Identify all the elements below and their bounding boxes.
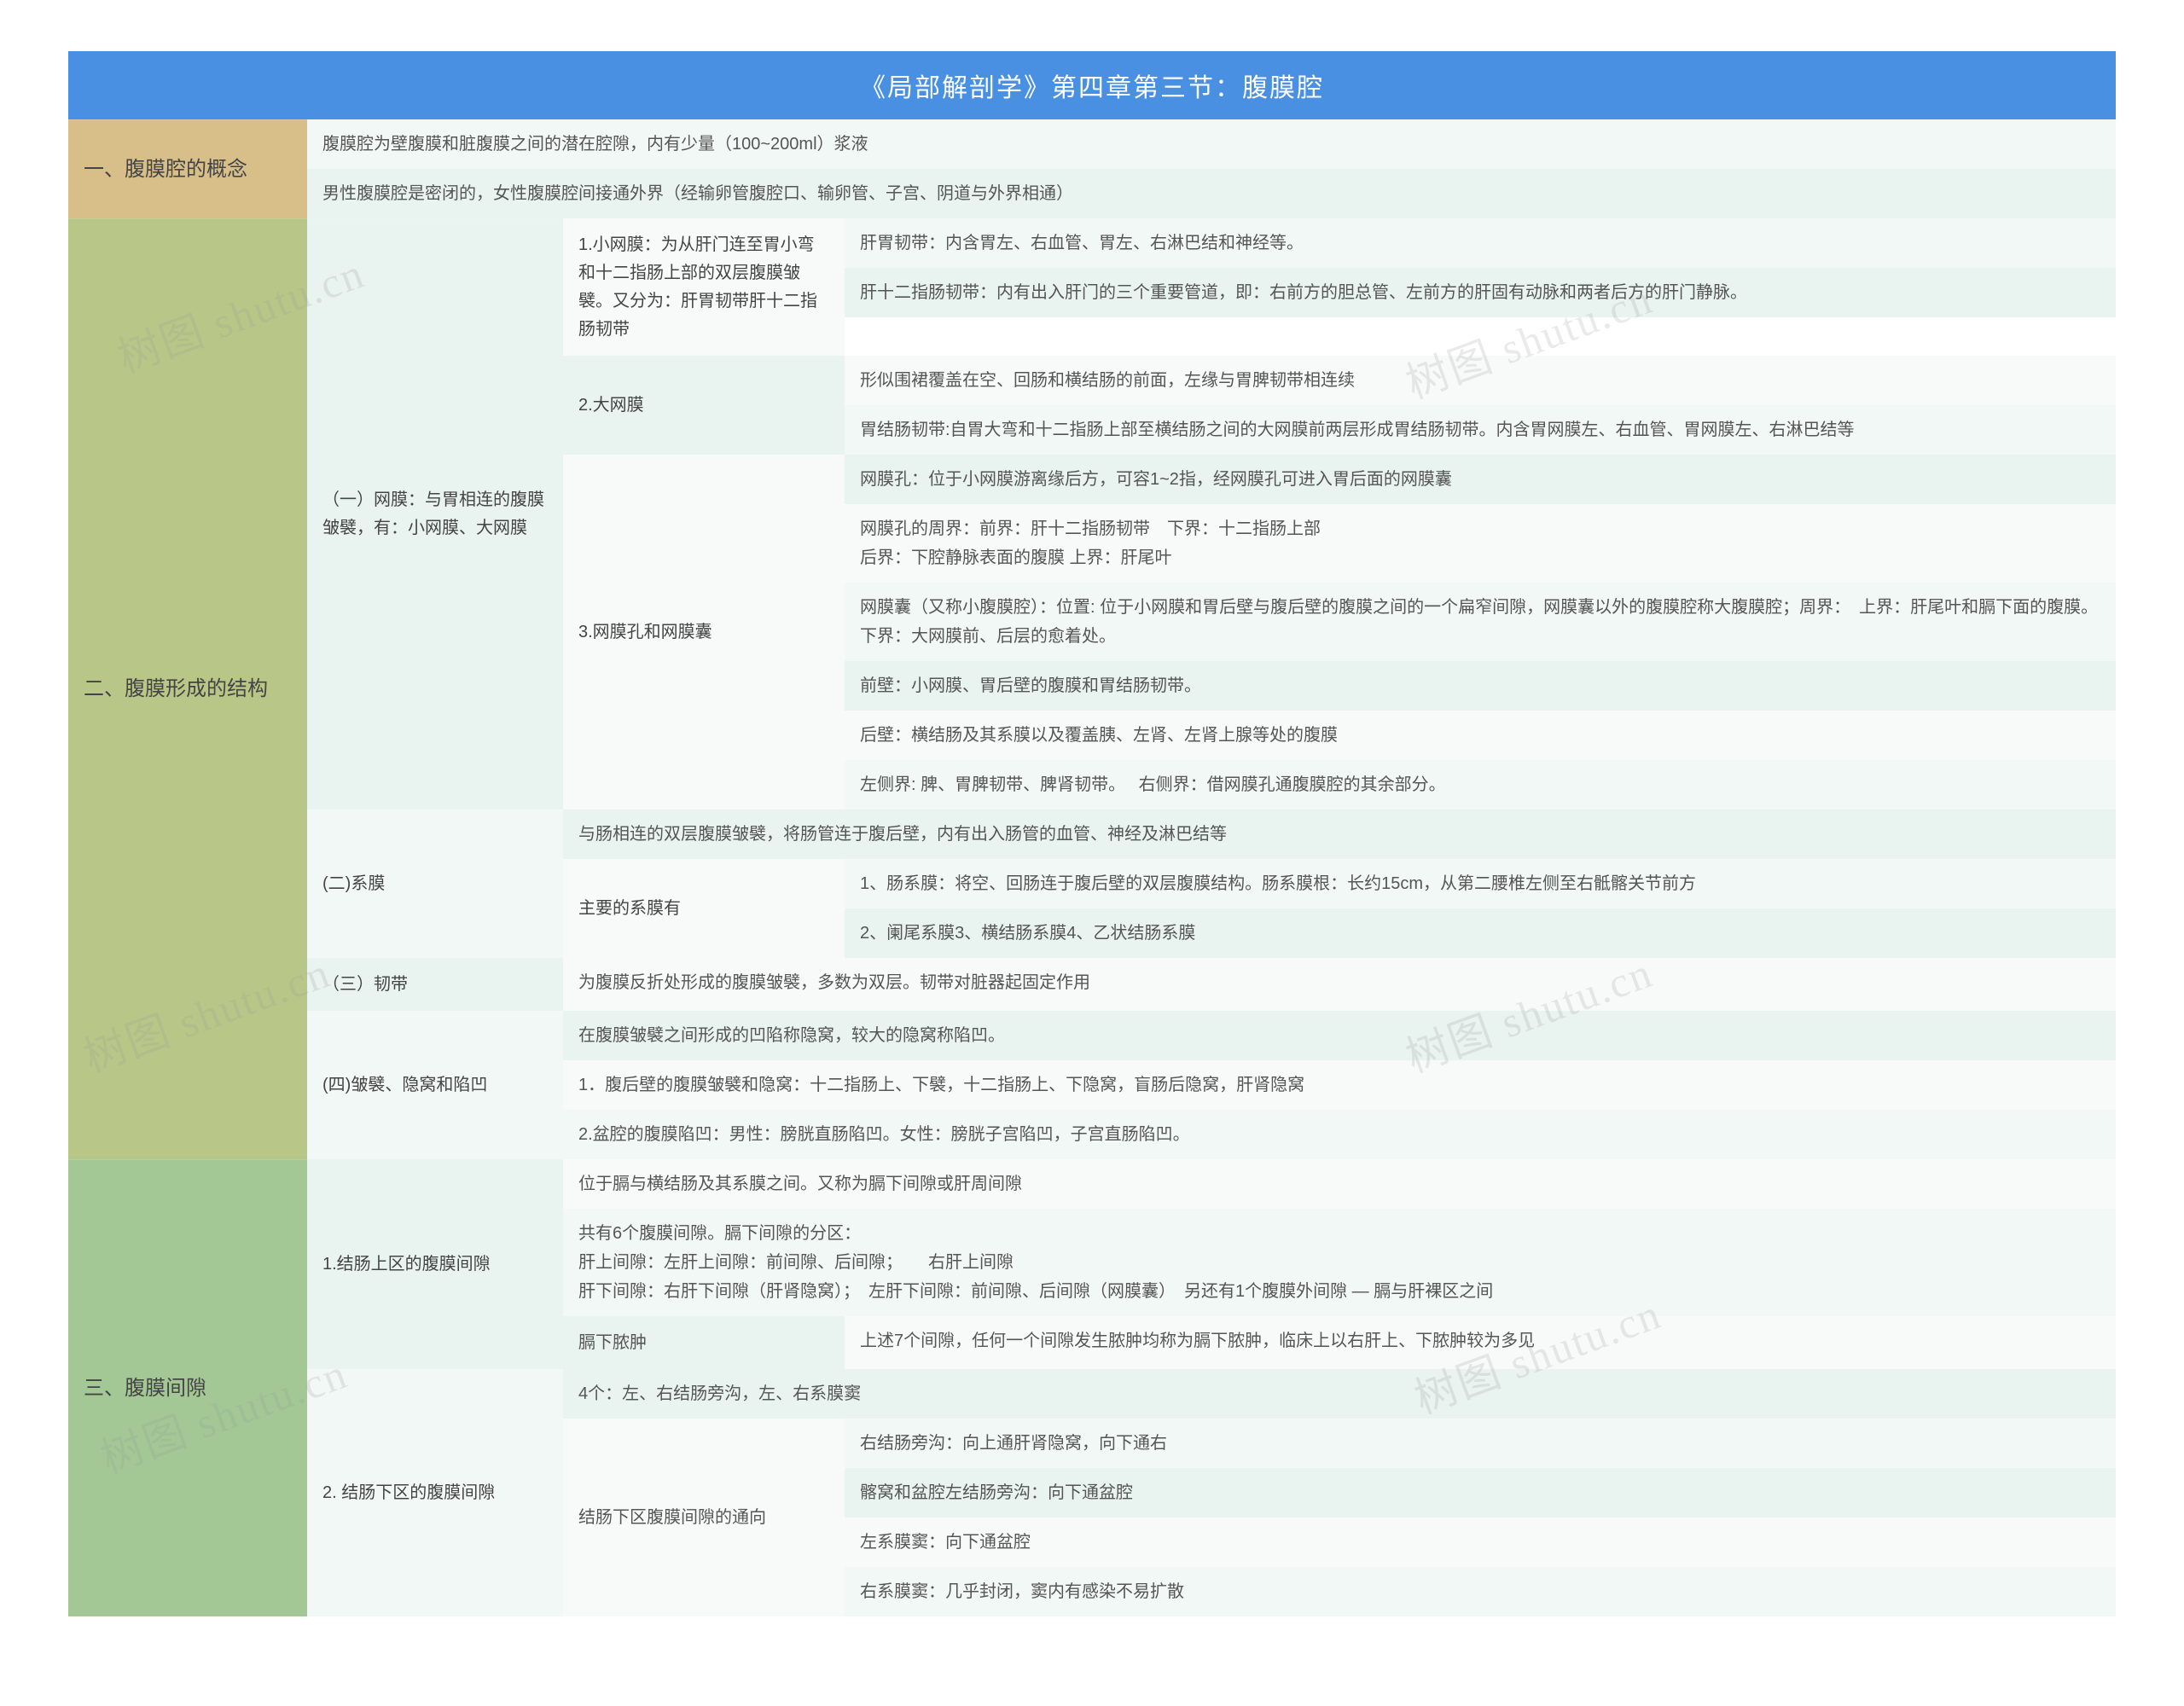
s2-p2: (二)系膜 与肠相连的双层腹膜皱襞，将肠管连于腹后壁，内有出入肠管的血管、神经及… <box>307 809 2116 958</box>
s3-p1-c-r: 上述7个间隙，任何一个间隙发生脓肿均称为膈下脓肿，临床上以右肝上、下脓肿较为多见 <box>845 1316 2116 1369</box>
s3-p2-label: 2. 结肠下区的腹膜间隙 <box>307 1369 563 1616</box>
s3-p2-a: 4个：左、右结肠旁沟，左、右系膜窦 <box>563 1369 2116 1419</box>
s2-p1-c: 3.网膜孔和网膜囊 网膜孔：位于小网膜游离缘后方，可容1~2指，经网膜孔可进入胃… <box>563 455 2116 809</box>
section-1: 一、腹膜腔的概念 腹膜腔为壁腹膜和脏腹膜之间的潜在腔隙，内有少量（100~200… <box>68 119 2116 218</box>
section-3-label: 三、腹膜间隙 <box>68 1159 307 1616</box>
s2-p2-l2-label: 主要的系膜有 <box>563 859 845 958</box>
s2-p2-l2-1: 2、阑尾系膜3、横结肠系膜4、乙状结肠系膜 <box>845 908 2116 958</box>
s3-p1-label: 1.结肠上区的腹膜间隙 <box>307 1159 563 1369</box>
s2-p1-b-1: 胃结肠韧带:自胃大弯和十二指肠上部至横结肠之间的大网膜前两层形成胃结肠韧带。内含… <box>845 405 2116 455</box>
s3-p2-b-label: 结肠下区腹膜间隙的通向 <box>563 1419 845 1616</box>
s1-line-0: 腹膜腔为壁腹膜和脏腹膜之间的潜在腔隙，内有少量（100~200ml）浆液 <box>307 119 2116 169</box>
s3-p2-b-0: 右结肠旁沟：向上通肝肾隐窝，向下通右 <box>845 1419 2116 1468</box>
s2-p4-2: 2.盆腔的腹膜陷凹：男性：膀胱直肠陷凹。女性：膀胱子宫陷凹，子宫直肠陷凹。 <box>563 1110 2116 1159</box>
s2-p1-c-5: 左侧界: 脾、胃脾韧带、脾肾韧带。 右侧界：借网膜孔通腹膜腔的其余部分。 <box>845 760 2116 809</box>
s2-p4-1: 1．腹后壁的腹膜皱襞和隐窝：十二指肠上、下襞，十二指肠上、下隐窝，盲肠后隐窝，肝… <box>563 1060 2116 1110</box>
s3-p2-b-1: 髂窝和盆腔左结肠旁沟：向下通盆腔 <box>845 1468 2116 1517</box>
s2-p1-c-2: 网膜囊（又称小腹膜腔）：位置: 位于小网膜和胃后壁与腹后壁的腹膜之间的一个扁窄间… <box>845 583 2116 661</box>
s2-p1-a-0: 肝胃韧带：内含胃左、右血管、胃左、右淋巴结和神经等。 <box>845 218 2116 268</box>
section-2: 二、腹膜形成的结构 （一）网膜：与胃相连的腹膜皱襞，有：小网膜、大网膜 1.小网… <box>68 218 2116 1159</box>
s2-p1-a-label: 1.小网膜：为从肝门连至胃小弯和十二指肠上部的双层腹膜皱襞。又分为：肝胃韧带肝十… <box>563 218 845 356</box>
s2-p1: （一）网膜：与胃相连的腹膜皱襞，有：小网膜、大网膜 1.小网膜：为从肝门连至胃小… <box>307 218 2116 809</box>
s2-p1-b-label: 2.大网膜 <box>563 356 845 455</box>
s2-p1-c-3: 前壁：小网膜、胃后壁的腹膜和胃结肠韧带。 <box>845 661 2116 711</box>
s3-p1-c-l: 膈下脓肿 <box>563 1316 845 1369</box>
s2-p1-c-1: 网膜孔的周界：前界：肝十二指肠韧带 下界：十二指肠上部 后界：下腔静脉表面的腹膜… <box>845 504 2116 583</box>
section-1-label: 一、腹膜腔的概念 <box>68 119 307 218</box>
s2-p3: （三）韧带 为腹膜反折处形成的腹膜皱襞，多数为双层。韧带对脏器起固定作用 <box>307 958 2116 1011</box>
s2-p3-label: （三）韧带 <box>307 958 563 1011</box>
s2-p1-a-1: 肝十二指肠韧带：内有出入肝门的三个重要管道，即：右前方的胆总管、左前方的肝固有动… <box>845 268 2116 317</box>
s3-p2: 2. 结肠下区的腹膜间隙 4个：左、右结肠旁沟，左、右系膜窦 结肠下区腹膜间隙的… <box>307 1369 2116 1616</box>
s2-p1-c-0: 网膜孔：位于小网膜游离缘后方，可容1~2指，经网膜孔可进入胃后面的网膜囊 <box>845 455 2116 504</box>
s3-p2-b-3: 右系膜窦：几乎封闭，窦内有感染不易扩散 <box>845 1567 2116 1616</box>
s2-p1-a: 1.小网膜：为从肝门连至胃小弯和十二指肠上部的双层腹膜皱襞。又分为：肝胃韧带肝十… <box>563 218 2116 356</box>
s2-p1-label: （一）网膜：与胃相连的腹膜皱襞，有：小网膜、大网膜 <box>307 218 563 809</box>
s3-p2-b: 结肠下区腹膜间隙的通向 右结肠旁沟：向上通肝肾隐窝，向下通右 髂窝和盆腔左结肠旁… <box>563 1419 2116 1616</box>
s2-p1-b: 2.大网膜 形似围裙覆盖在空、回肠和横结肠的前面，左缘与胃脾韧带相连续 胃结肠韧… <box>563 356 2116 455</box>
s3-p1-b: 共有6个腹膜间隙。膈下间隙的分区： 肝上间隙：左肝上间隙：前间隙、后间隙； 右肝… <box>563 1209 2116 1316</box>
s3-p1-a: 位于膈与横结肠及其系膜之间。又称为膈下间隙或肝周间隙 <box>563 1159 2116 1209</box>
s3-p1-c: 膈下脓肿 上述7个间隙，任何一个间隙发生脓肿均称为膈下脓肿，临床上以右肝上、下脓… <box>563 1316 2116 1369</box>
section-2-label: 二、腹膜形成的结构 <box>68 218 307 1159</box>
s3-p2-b-2: 左系膜窦：向下通盆腔 <box>845 1517 2116 1567</box>
s3-p1: 1.结肠上区的腹膜间隙 位于膈与横结肠及其系膜之间。又称为膈下间隙或肝周间隙 共… <box>307 1159 2116 1369</box>
s2-p2-label: (二)系膜 <box>307 809 563 958</box>
s2-p2-l2: 主要的系膜有 1、肠系膜：将空、回肠连于腹后壁的双层腹膜结构。肠系膜根：长约15… <box>563 859 2116 958</box>
s2-p3-text: 为腹膜反折处形成的腹膜皱襞，多数为双层。韧带对脏器起固定作用 <box>563 958 2116 1011</box>
s2-p1-c-4: 后壁：横结肠及其系膜以及覆盖胰、左肾、左肾上腺等处的腹膜 <box>845 711 2116 760</box>
s2-p4-label: (四)皱襞、隐窝和陷凹 <box>307 1011 563 1159</box>
s1-line-1: 男性腹膜腔是密闭的，女性腹膜腔间接通外界（经输卵管腹腔口、输卵管、子宫、阴道与外… <box>307 169 2116 218</box>
s2-p2-l1: 与肠相连的双层腹膜皱襞，将肠管连于腹后壁，内有出入肠管的血管、神经及淋巴结等 <box>563 809 2116 859</box>
s2-p4: (四)皱襞、隐窝和陷凹 在腹膜皱襞之间形成的凹陷称隐窝，较大的隐窝称陷凹。 1．… <box>307 1011 2116 1159</box>
title-text: 《局部解剖学》第四章第三节：腹膜腔 <box>860 74 1324 102</box>
s2-p1-b-0: 形似围裙覆盖在空、回肠和横结肠的前面，左缘与胃脾韧带相连续 <box>845 356 2116 405</box>
s2-p2-l2-0: 1、肠系膜：将空、回肠连于腹后壁的双层腹膜结构。肠系膜根：长约15cm，从第二腰… <box>845 859 2116 908</box>
title-bar: 《局部解剖学》第四章第三节：腹膜腔 <box>68 51 2116 119</box>
s2-p1-c-label: 3.网膜孔和网膜囊 <box>563 455 845 809</box>
mindmap-tree: 《局部解剖学》第四章第三节：腹膜腔 一、腹膜腔的概念 腹膜腔为壁腹膜和脏腹膜之间… <box>68 51 2116 1616</box>
section-3: 三、腹膜间隙 1.结肠上区的腹膜间隙 位于膈与横结肠及其系膜之间。又称为膈下间隙… <box>68 1159 2116 1616</box>
s2-p4-0: 在腹膜皱襞之间形成的凹陷称隐窝，较大的隐窝称陷凹。 <box>563 1011 2116 1060</box>
